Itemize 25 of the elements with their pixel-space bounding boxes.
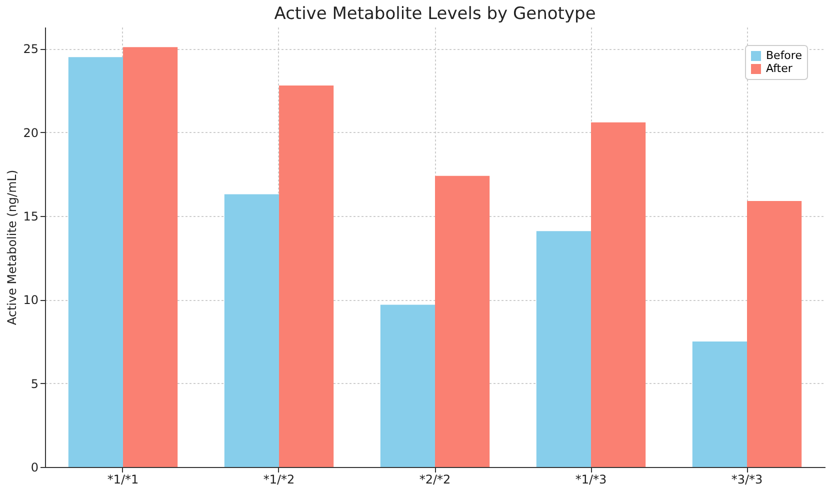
x-tick-label: *3/*3 bbox=[731, 472, 763, 486]
x-tick-label: *1/*2 bbox=[263, 472, 295, 486]
y-axis-title: Active Metabolite (ng/mL) bbox=[5, 170, 20, 326]
bar bbox=[536, 231, 591, 467]
legend-label: After bbox=[766, 62, 793, 75]
bar bbox=[435, 176, 490, 467]
bar bbox=[591, 122, 646, 467]
bar bbox=[123, 47, 178, 467]
y-tick-label: 5 bbox=[30, 376, 38, 391]
y-tick-label: 25 bbox=[23, 42, 38, 56]
x-tick-label: *1/*3 bbox=[575, 472, 607, 486]
bar bbox=[380, 304, 435, 467]
x-tick-label: *1/*1 bbox=[107, 472, 139, 486]
bar bbox=[68, 57, 123, 467]
chart-title: Active Metabolite Levels by Genotype bbox=[274, 4, 596, 24]
bar bbox=[692, 342, 747, 467]
y-tick-label: 10 bbox=[23, 293, 38, 308]
bar bbox=[747, 200, 802, 467]
y-tick-label: 0 bbox=[30, 460, 38, 474]
x-tick-label: *2/*2 bbox=[419, 472, 451, 486]
legend-label: Before bbox=[766, 49, 802, 62]
y-tick-label: 15 bbox=[23, 210, 38, 224]
bar bbox=[279, 86, 334, 467]
y-tick-label: 20 bbox=[23, 126, 38, 140]
bar bbox=[224, 194, 279, 467]
